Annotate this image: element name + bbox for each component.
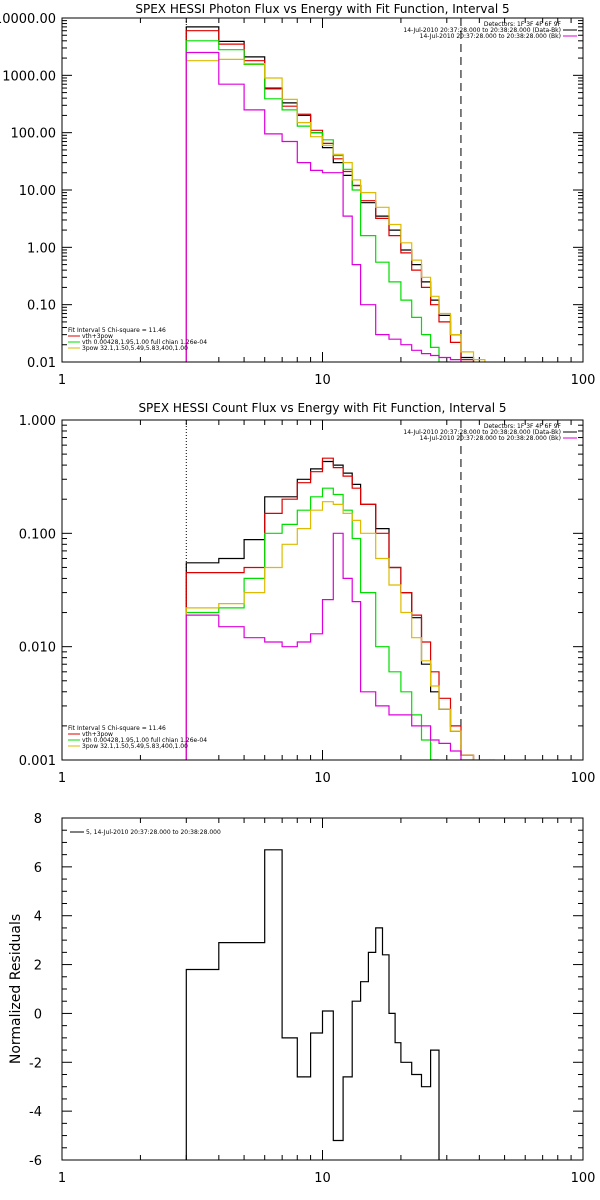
legend-header: Fit Interval 5 Chi-square = 11.46 [68,725,166,732]
y-axis-ticks: -6 -4 -2 0 2 4 6 8 [29,812,583,1169]
legend-entry: 5, 14-Jul-2010 20:37:28.000 to 20:38:28.… [86,829,221,836]
x-axis-ticks: 1 10 100 [58,420,596,786]
series-line-4 [185,501,496,760]
y-tick-label: 4 [34,910,42,925]
series-line-2 [185,30,475,362]
y-tick-label: -6 [29,1154,42,1169]
x-tick-label: 100 [571,373,596,388]
y-tick-label: -2 [29,1056,42,1071]
series-group [185,26,486,362]
legend-entry: 14-Jul-2010 20:37:28.000 to 20:38:28.000… [420,33,561,40]
y-tick-label: 8 [34,812,42,827]
legend-entry: 14-Jul-2010 20:37:28.000 to 20:38:28.000… [403,429,561,436]
y-tick-label: 1.00 [27,241,56,256]
y-tick-label: -4 [29,1105,42,1120]
x-tick-label: 10 [314,373,331,388]
plot-frame [61,17,584,363]
series-line-1 [185,460,475,760]
series-group [185,849,440,1160]
legend-entry: 3pow 32.1,1.50,5.49,5.83,400,1.00 [82,345,188,352]
plot-frame [61,817,584,1161]
x-tick-label: 10 [314,1171,331,1186]
y-tick-label: 0.001 [19,754,56,769]
y-axis-label: Normalized Residuals [8,914,24,1064]
chart-panel-3: Normalized Residuals 1 10 100 -6 -4 -2 0 2 4 6 8 5, … [8,812,596,1186]
plot-frame [61,419,584,761]
legend-entry: 14-Jul-2010 20:37:28.000 to 20:38:28.000… [420,435,561,442]
y-tick-label: 1.000 [19,414,56,429]
series-line-5 [185,51,474,362]
chart-panel-1: SPEX HESSI Photon Flux vs Energy with Fi… [0,2,595,388]
series-line-3 [185,40,451,362]
series-group [185,457,496,760]
series-line-2 [185,457,475,760]
y-tick-label: 2 [34,959,42,974]
legend-entry: vth 0.00428,1.95,1.00 full chian 1.26e-0… [82,737,207,744]
y-tick-label: 0 [34,1007,42,1022]
x-tick-label: 1 [58,1171,66,1186]
series-line-3 [185,487,439,760]
x-tick-label: 10 [314,771,331,786]
y-tick-label: 0.010 [19,641,56,656]
legend-entry: Detectors: 1F 3F 4F 6F 9F [484,423,562,430]
series-line-5 [185,532,474,760]
y-tick-label: 0.100 [19,527,56,542]
x-tick-label: 100 [571,771,596,786]
legend-bottom: Fit Interval 5 Chi-square = 11.46vth+3po… [68,327,207,352]
legend-entry: 14-Jul-2010 20:37:28.000 to 20:38:28.000… [403,27,561,34]
x-tick-label: 1 [58,771,66,786]
series-line-1 [185,26,475,362]
series-line-4 [185,58,486,362]
chart-title: SPEX HESSI Photon Flux vs Energy with Fi… [135,2,509,16]
y-axis-ticks: 0.001 0.010 0.100 1.000 [19,414,583,769]
y-tick-label: 10000.00 [0,12,56,27]
y-tick-label: 0.10 [27,299,56,314]
y-axis-ticks: 0.01 0.10 1.00 10.00 100.00 1000.00 10000.00 [0,12,583,371]
chart-title: SPEX HESSI Count Flux vs Energy with Fit… [138,401,506,415]
x-tick-label: 1 [58,373,66,388]
legend-bottom: Fit Interval 5 Chi-square = 11.46vth+3po… [68,725,207,750]
legend: 5, 14-Jul-2010 20:37:28.000 to 20:38:28.… [70,829,221,836]
legend-entry: vth+3pow [82,731,113,738]
chart-panel-2: SPEX HESSI Count Flux vs Energy with Fit… [19,401,596,786]
legend-entry: Detectors: 1F 3F 4F 6F 9F [484,21,562,28]
legend-header: Fit Interval 5 Chi-square = 11.46 [68,327,166,334]
legend-entry: vth 0.00428,1.95,1.00 full chian 1.26e-0… [82,339,207,346]
y-tick-label: 0.01 [27,356,56,371]
x-axis-ticks: 1 10 100 [58,818,596,1186]
legend-entry: vth+3pow [82,333,113,340]
y-tick-label: 6 [34,861,42,876]
x-tick-label: 100 [571,1171,596,1186]
y-tick-label: 100.00 [11,127,57,142]
series-line-1 [185,849,440,1160]
legend-entry: 3pow 32.1,1.50,5.49,5.83,400,1.00 [82,743,188,750]
y-tick-label: 1000.00 [2,69,56,84]
y-tick-label: 10.00 [19,184,56,199]
